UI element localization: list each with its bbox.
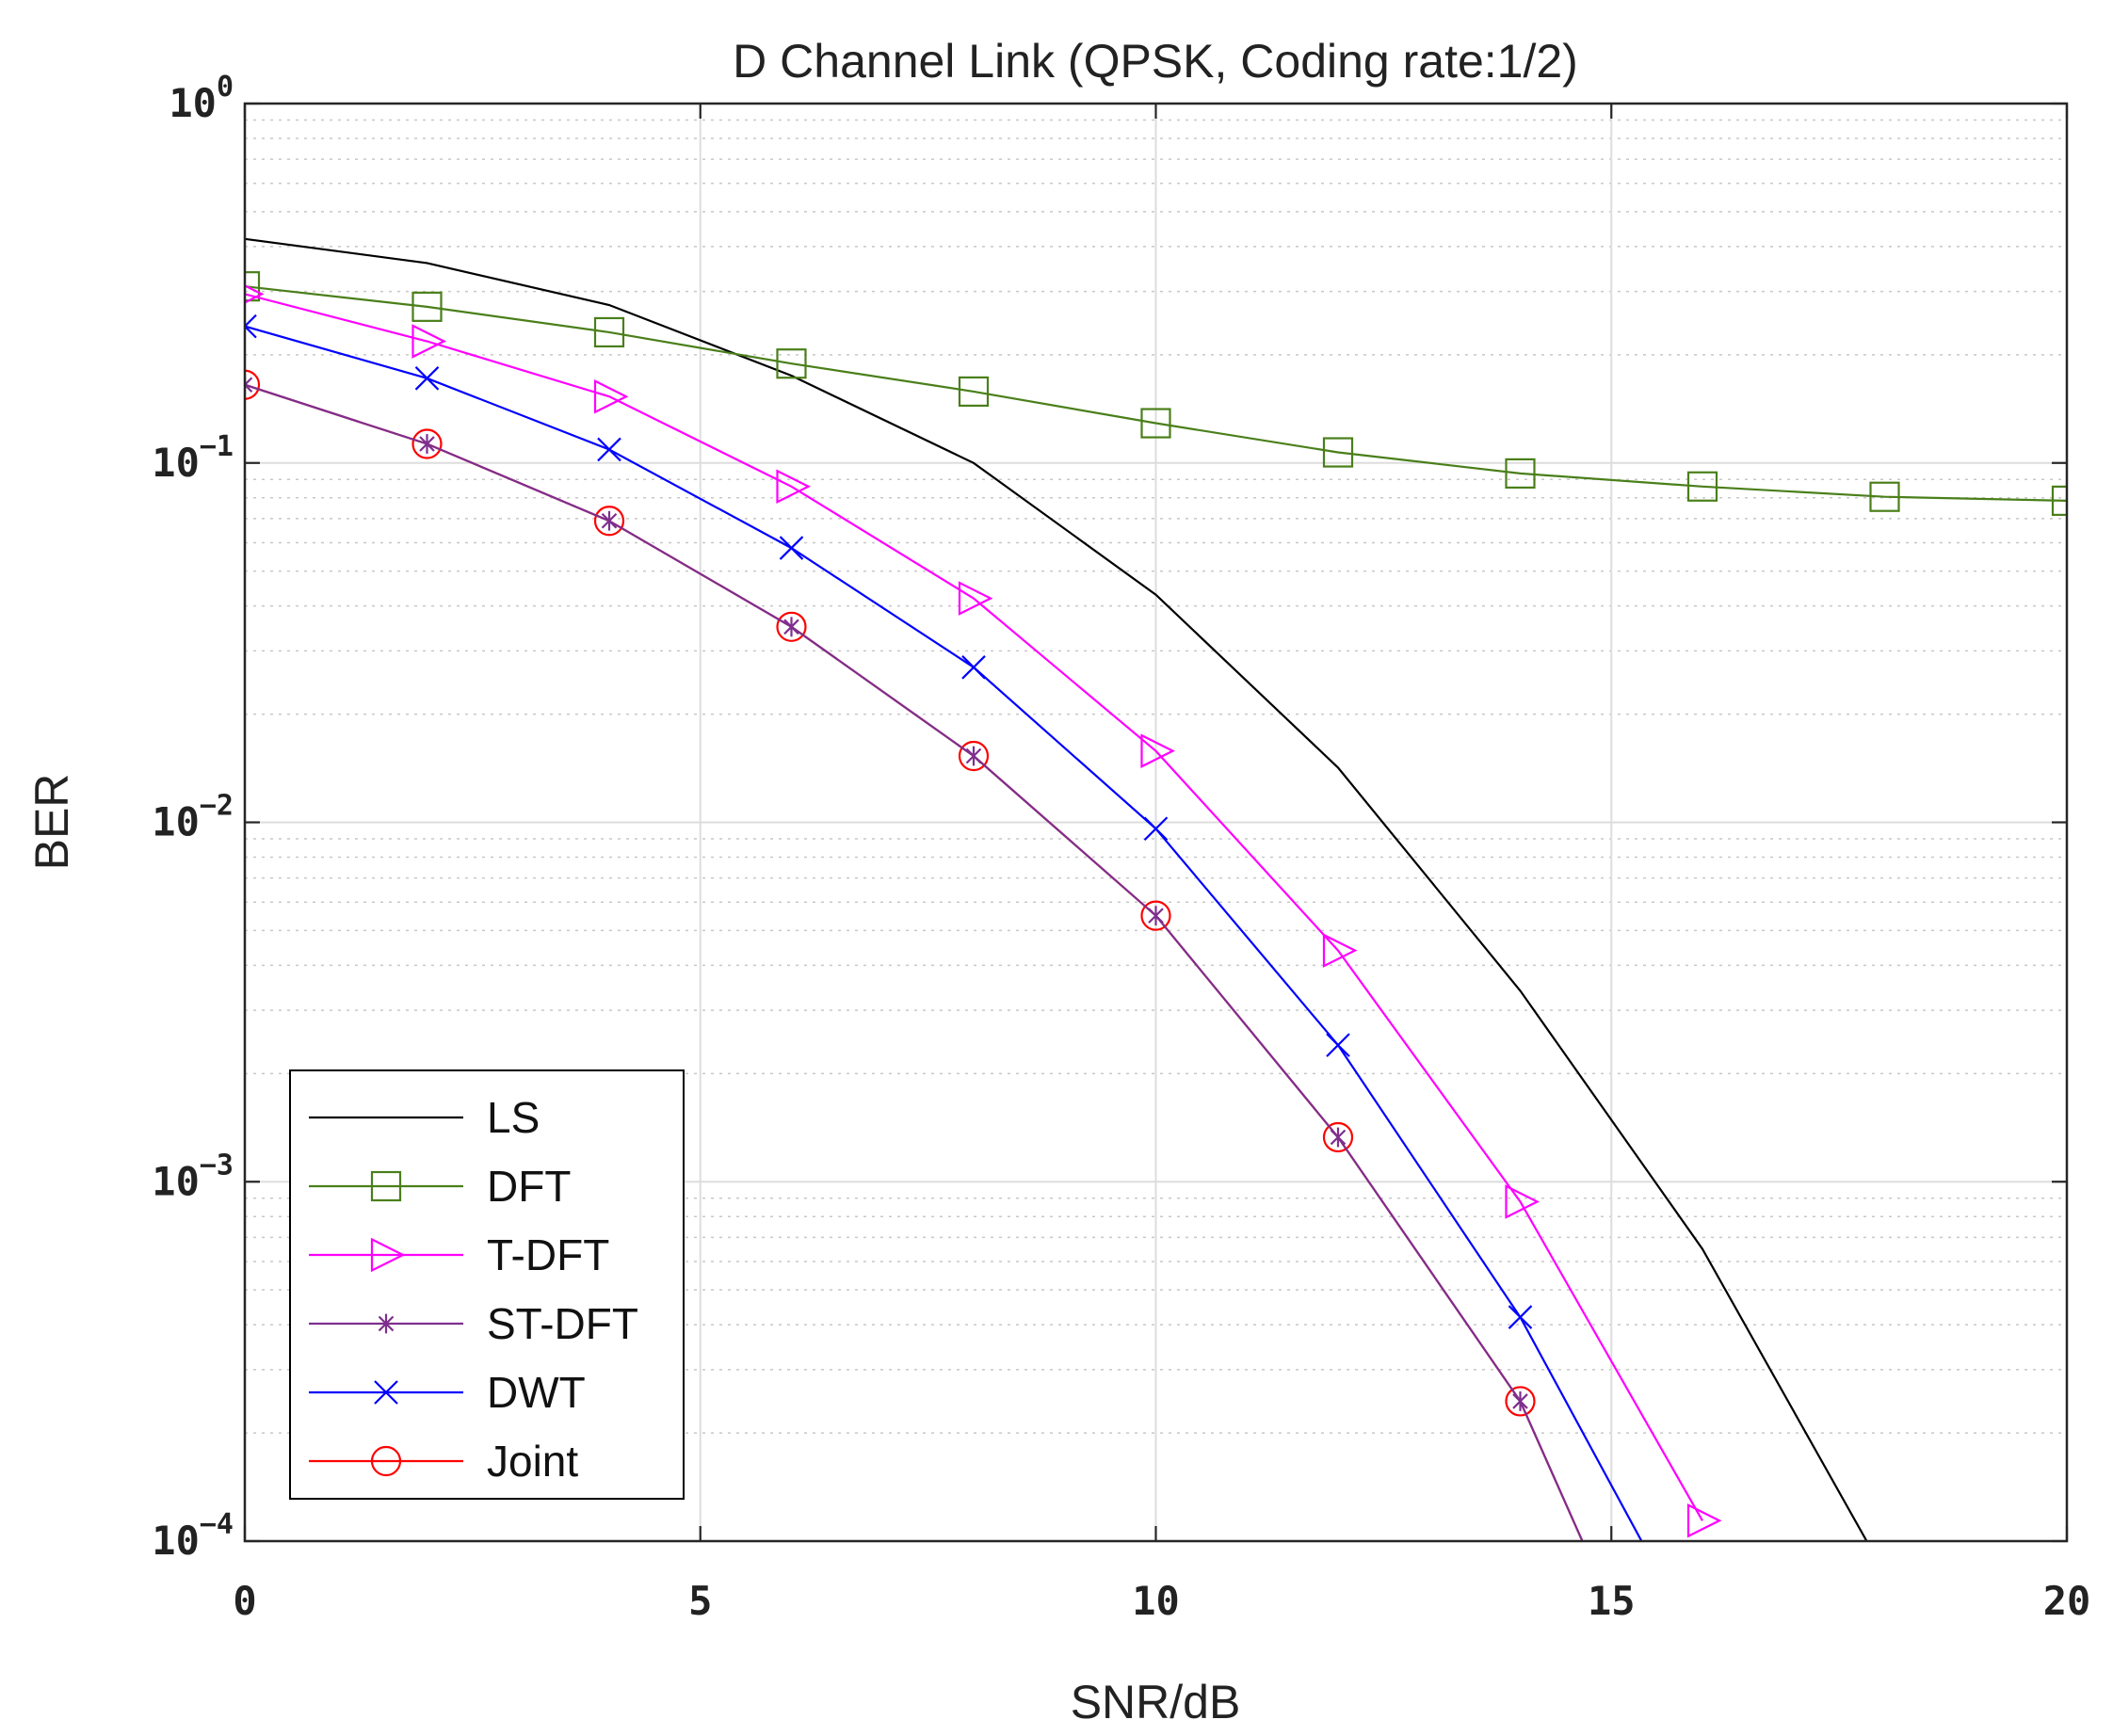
triangle-marker <box>411 324 446 359</box>
legend: LS DFT T-DFT ST-DFT DWT Joint <box>289 1069 685 1500</box>
y-tick-label: 10−2 <box>152 790 234 845</box>
y-tick-label: 10−4 <box>152 1508 234 1564</box>
x-marker <box>1326 1033 1350 1057</box>
data-series <box>245 237 2067 1541</box>
square-marker <box>776 348 807 379</box>
asterisk-marker <box>1330 1127 1347 1148</box>
asterisk-marker <box>245 375 253 395</box>
axes <box>243 102 2069 1543</box>
series-line-dft <box>245 285 2067 502</box>
circle-marker <box>1322 1121 1354 1153</box>
x-axis-label: SNR/dB <box>1071 1676 1241 1728</box>
asterisk-marker <box>783 617 799 637</box>
x-marker <box>1508 1305 1533 1329</box>
x-tick-label: 5 <box>688 1578 712 1624</box>
legend-label-dwt: DWT <box>487 1368 586 1417</box>
x-marker <box>374 1380 398 1405</box>
y-tick-label: 10−1 <box>152 430 234 486</box>
circle-marker <box>411 428 443 459</box>
triangle-marker <box>776 469 811 505</box>
circle-marker <box>958 740 990 772</box>
asterisk-marker <box>378 1313 395 1334</box>
circle-marker <box>245 369 261 400</box>
legend-label-dft: DFT <box>487 1162 571 1211</box>
square-marker <box>411 291 443 322</box>
square-marker <box>1686 471 1718 502</box>
square-marker <box>1322 437 1354 468</box>
square-marker <box>1140 408 1171 439</box>
square-marker <box>2051 485 2067 516</box>
y-tick-label: 10−3 <box>152 1149 234 1204</box>
x-tick-label: 20 <box>2043 1578 2091 1624</box>
legend-label-joint: Joint <box>487 1437 578 1486</box>
triangle-marker <box>1322 933 1358 968</box>
y-tick-label: 100 <box>169 71 234 126</box>
asterisk-marker <box>1148 906 1164 926</box>
x-marker <box>414 366 440 391</box>
circle-marker <box>370 1445 402 1477</box>
triangle-marker <box>593 378 629 414</box>
x-marker <box>245 313 257 339</box>
series-line-ls <box>245 237 1868 1541</box>
square-marker <box>1869 481 1900 512</box>
x-marker <box>961 655 986 680</box>
grid <box>244 103 2068 1542</box>
asterisk-marker <box>419 434 435 454</box>
triangle-marker <box>1505 1184 1540 1219</box>
x-marker <box>779 536 804 560</box>
triangle-marker <box>1686 1503 1722 1538</box>
circle-marker <box>1505 1386 1536 1417</box>
chart-title: D Channel Link (QPSK, Coding rate:1/2) <box>733 35 1578 88</box>
triangle-marker <box>1140 733 1175 768</box>
square-marker <box>593 316 625 348</box>
square-marker <box>245 271 261 302</box>
square-marker <box>1505 458 1536 489</box>
legend-box <box>289 1069 685 1500</box>
x-tick-label: 10 <box>1132 1578 1180 1624</box>
legend-label-ls: LS <box>487 1093 540 1142</box>
square-marker <box>958 376 990 408</box>
asterisk-marker <box>1512 1391 1528 1411</box>
triangle-marker <box>958 581 993 616</box>
circle-marker <box>776 611 807 642</box>
triangle-marker <box>370 1237 406 1273</box>
x-tick-label: 15 <box>1588 1578 1636 1624</box>
tick-labels: 0 5 10 15 20 100 10−1 10−2 10−3 10−4 <box>152 71 2090 1624</box>
circle-marker <box>593 506 625 537</box>
x-marker <box>597 437 621 462</box>
square-marker <box>370 1170 402 1202</box>
triangle-marker <box>245 284 265 304</box>
legend-label-st-dft: ST-DFT <box>487 1299 638 1348</box>
circle-marker <box>1140 900 1171 931</box>
asterisk-marker <box>601 510 618 531</box>
x-tick-label: 0 <box>233 1578 256 1624</box>
y-axis-label: BER <box>25 774 78 871</box>
asterisk-marker <box>965 746 982 766</box>
series-line-t-dft <box>245 293 1703 1521</box>
x-marker <box>1143 816 1169 842</box>
legend-label-t-dft: T-DFT <box>487 1230 609 1279</box>
